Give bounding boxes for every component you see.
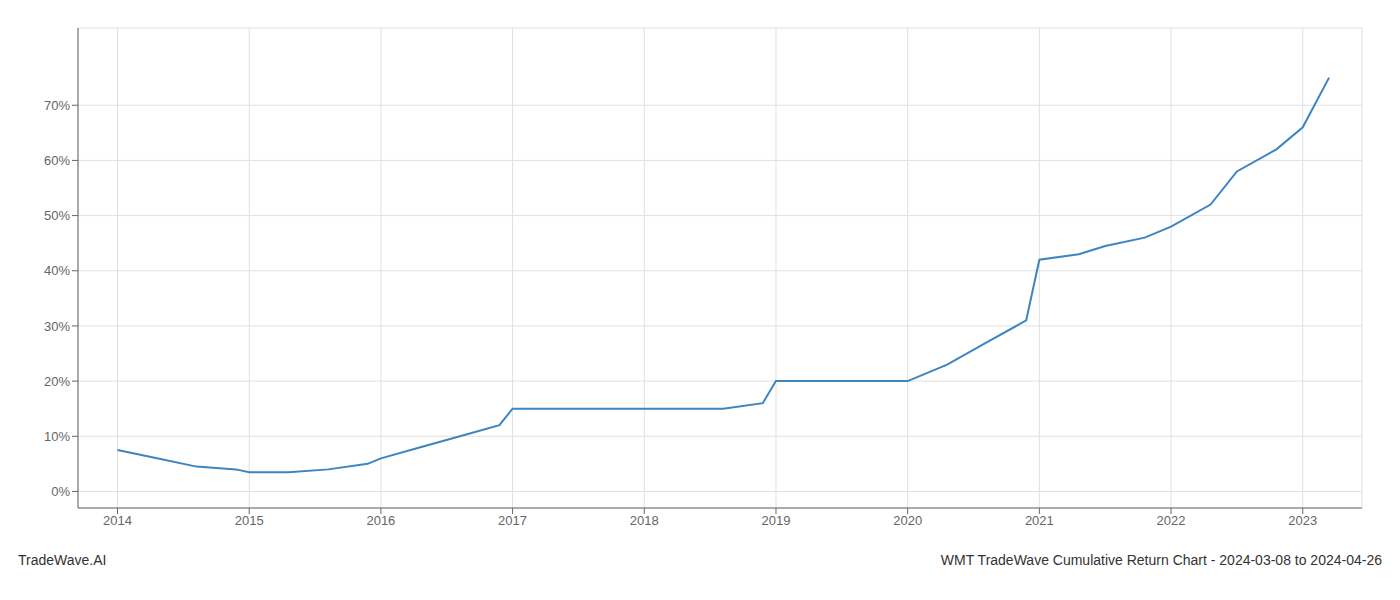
svg-text:2021: 2021 <box>1025 513 1054 528</box>
svg-text:2015: 2015 <box>235 513 264 528</box>
svg-text:50%: 50% <box>44 208 70 223</box>
svg-text:2016: 2016 <box>366 513 395 528</box>
svg-text:10%: 10% <box>44 429 70 444</box>
svg-text:2017: 2017 <box>498 513 527 528</box>
svg-text:70%: 70% <box>44 98 70 113</box>
html-text:WMT TradeWave Cumulative Retur: WMT TradeWave Cumulative Return Chart - … <box>940 552 1382 568</box>
svg-text:2023: 2023 <box>1288 513 1317 528</box>
svg-text:40%: 40% <box>44 263 70 278</box>
html-text:TradeWave.AI: TradeWave.AI <box>18 552 107 568</box>
svg-text:2022: 2022 <box>1157 513 1186 528</box>
svg-text:2014: 2014 <box>103 513 132 528</box>
svg-text:20%: 20% <box>44 374 70 389</box>
svg-text:2019: 2019 <box>762 513 791 528</box>
svg-text:30%: 30% <box>44 319 70 334</box>
svg-text:60%: 60% <box>44 153 70 168</box>
svg-text:0%: 0% <box>51 484 70 499</box>
svg-text:2018: 2018 <box>630 513 659 528</box>
svg-text:2020: 2020 <box>893 513 922 528</box>
